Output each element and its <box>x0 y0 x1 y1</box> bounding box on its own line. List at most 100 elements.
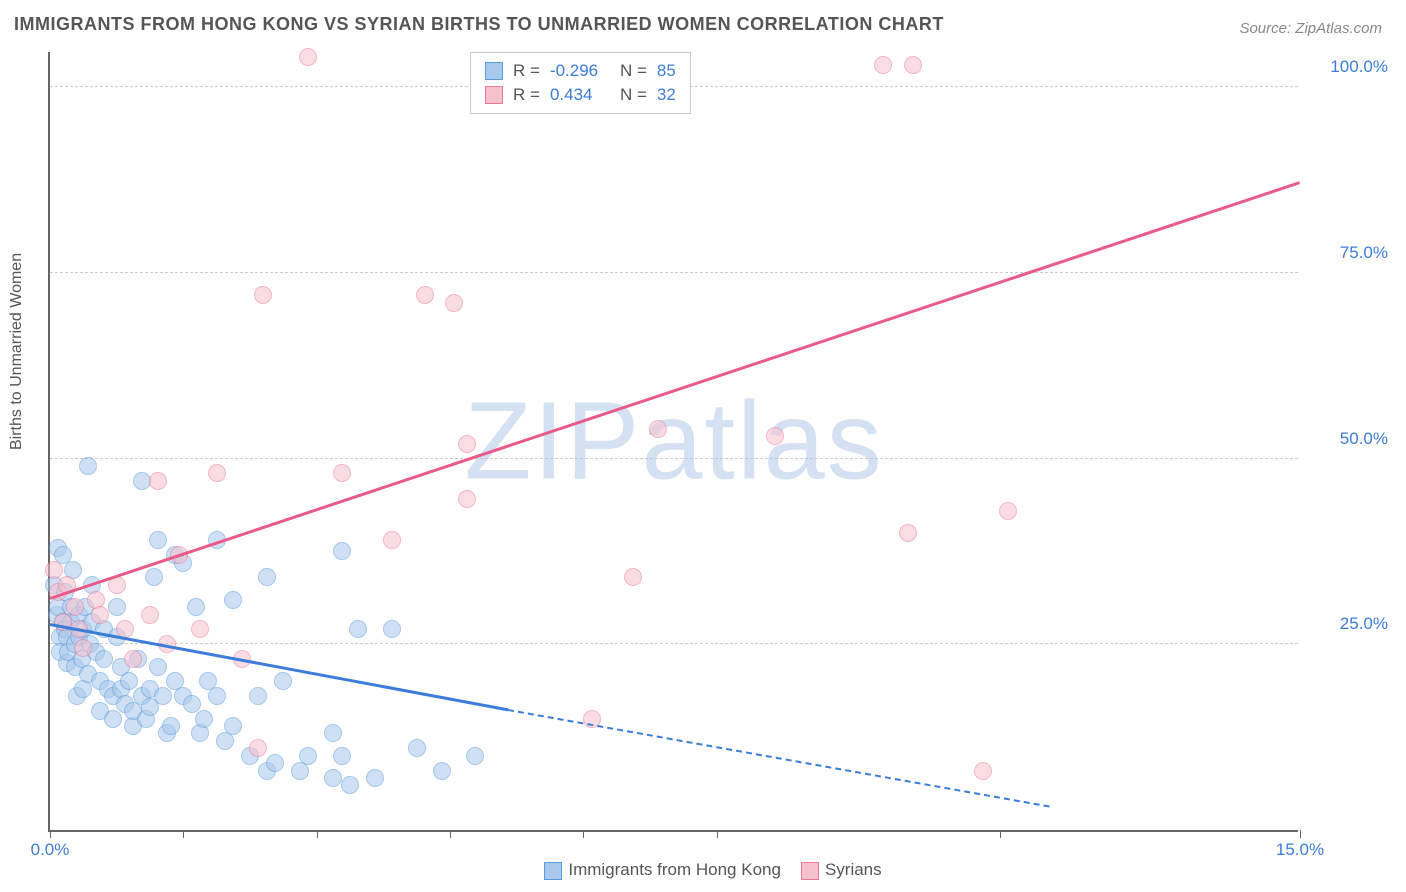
legend-series: Immigrants from Hong Kong Syrians <box>0 860 1406 880</box>
data-point <box>187 598 205 616</box>
x-tick <box>183 830 184 838</box>
data-point <box>649 420 667 438</box>
gridline <box>50 458 1298 459</box>
data-point <box>466 747 484 765</box>
data-point <box>74 639 92 657</box>
y-tick-label: 75.0% <box>1340 243 1388 263</box>
gridline <box>50 272 1298 273</box>
data-point <box>145 568 163 586</box>
data-point <box>149 658 167 676</box>
data-point <box>383 620 401 638</box>
data-point <box>258 568 276 586</box>
data-point <box>766 427 784 445</box>
data-point <box>195 710 213 728</box>
data-point <box>904 56 922 74</box>
data-point <box>416 286 434 304</box>
legend-swatch <box>485 86 503 104</box>
data-point <box>624 568 642 586</box>
source-label: Source: ZipAtlas.com <box>1239 20 1382 37</box>
data-point <box>249 687 267 705</box>
plot-area: 25.0%50.0%75.0%100.0%0.0%15.0%ZIPatlas <box>48 52 1298 832</box>
y-axis-label: Births to Unmarried Women <box>8 253 26 450</box>
legend-label: Immigrants from Hong Kong <box>568 860 781 879</box>
legend-n-label: N = <box>620 85 647 105</box>
data-point <box>366 769 384 787</box>
data-point <box>104 710 122 728</box>
data-point <box>349 620 367 638</box>
data-point <box>458 435 476 453</box>
legend-n-label: N = <box>620 61 647 81</box>
data-point <box>299 747 317 765</box>
legend-swatch <box>801 862 819 880</box>
data-point <box>91 606 109 624</box>
data-point <box>120 672 138 690</box>
data-point <box>191 620 209 638</box>
legend-stat-row: R = -0.296 N = 85 <box>485 59 676 83</box>
gridline <box>50 643 1298 644</box>
x-tick <box>583 830 584 838</box>
data-point <box>274 672 292 690</box>
x-tick <box>1300 830 1301 838</box>
data-point <box>408 739 426 757</box>
data-point <box>383 531 401 549</box>
data-point <box>874 56 892 74</box>
data-point <box>458 490 476 508</box>
legend-r-label: R = <box>513 61 540 81</box>
data-point <box>254 286 272 304</box>
data-point <box>445 294 463 312</box>
data-point <box>333 542 351 560</box>
data-point <box>899 524 917 542</box>
data-point <box>999 502 1017 520</box>
data-point <box>249 739 267 757</box>
x-tick <box>317 830 318 838</box>
data-point <box>224 717 242 735</box>
data-point <box>79 457 97 475</box>
data-point <box>141 606 159 624</box>
legend-swatch <box>544 862 562 880</box>
data-point <box>149 531 167 549</box>
data-point <box>183 695 201 713</box>
trend-line <box>508 709 1050 808</box>
data-point <box>433 762 451 780</box>
data-point <box>208 687 226 705</box>
data-point <box>108 598 126 616</box>
legend-n-value: 85 <box>657 61 676 81</box>
legend-swatch <box>485 62 503 80</box>
legend-stat-row: R = 0.434 N = 32 <box>485 83 676 107</box>
data-point <box>208 464 226 482</box>
data-point <box>154 687 172 705</box>
y-tick-label: 100.0% <box>1330 57 1388 77</box>
data-point <box>95 650 113 668</box>
data-point <box>324 724 342 742</box>
legend-stats: R = -0.296 N = 85 R = 0.434 N = 32 <box>470 52 691 114</box>
data-point <box>974 762 992 780</box>
chart-title: IMMIGRANTS FROM HONG KONG VS SYRIAN BIRT… <box>14 14 944 35</box>
x-tick-label: 15.0% <box>1276 840 1324 860</box>
data-point <box>149 472 167 490</box>
data-point <box>45 561 63 579</box>
legend-label: Syrians <box>825 860 882 879</box>
legend-r-value: -0.296 <box>550 61 610 81</box>
data-point <box>341 776 359 794</box>
x-tick <box>717 830 718 838</box>
x-tick-label: 0.0% <box>31 840 70 860</box>
data-point <box>333 464 351 482</box>
data-point <box>324 769 342 787</box>
y-tick-label: 50.0% <box>1340 429 1388 449</box>
x-tick <box>1000 830 1001 838</box>
data-point <box>333 747 351 765</box>
trend-line <box>50 181 1301 600</box>
legend-n-value: 32 <box>657 85 676 105</box>
y-tick-label: 25.0% <box>1340 614 1388 634</box>
data-point <box>266 754 284 772</box>
legend-r-label: R = <box>513 85 540 105</box>
data-point <box>124 650 142 668</box>
data-point <box>224 591 242 609</box>
data-point <box>162 717 180 735</box>
data-point <box>133 472 151 490</box>
legend-r-value: 0.434 <box>550 85 610 105</box>
x-tick <box>450 830 451 838</box>
data-point <box>66 598 84 616</box>
data-point <box>299 48 317 66</box>
x-tick <box>50 830 51 838</box>
